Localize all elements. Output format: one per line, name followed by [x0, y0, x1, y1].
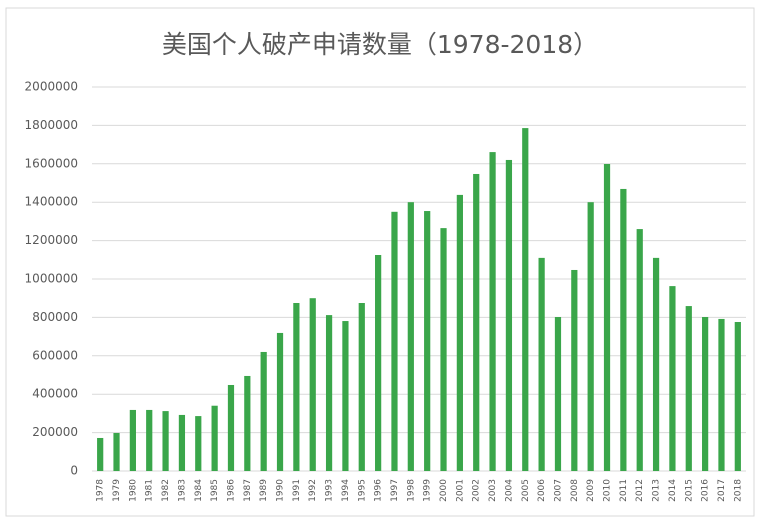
x-tick-label: 1985: [210, 479, 220, 502]
x-tick-label: 1987: [243, 479, 253, 502]
y-tick-label: 1600000: [25, 156, 78, 170]
bar: [375, 255, 382, 471]
bar: [195, 416, 202, 471]
x-tick-label: 2006: [537, 479, 547, 502]
x-tick-label: 2017: [717, 479, 727, 502]
bar: [702, 317, 709, 471]
x-tick-label: 1984: [194, 479, 204, 502]
x-tick-label: 1997: [390, 479, 400, 502]
bar: [456, 194, 463, 472]
y-tick-label: 400000: [32, 387, 78, 401]
x-tick-label: 2004: [504, 479, 514, 502]
bar: [211, 405, 218, 471]
y-tick-label: 1400000: [25, 195, 78, 209]
bar: [734, 322, 741, 471]
bar: [620, 188, 627, 471]
x-tick-label: 2002: [472, 479, 482, 502]
bar: [309, 298, 316, 471]
y-tick-label: 1000000: [25, 272, 78, 286]
bar: [718, 318, 725, 471]
x-tick-label: 2000: [439, 479, 449, 502]
bar: [554, 317, 562, 471]
x-tick-label: 2014: [668, 479, 678, 502]
y-tick-label: 800000: [32, 310, 78, 324]
bar: [603, 163, 611, 471]
bar: [489, 152, 496, 471]
bar: [505, 159, 513, 471]
x-tick-label: 1980: [128, 479, 138, 502]
bar: [538, 257, 545, 471]
x-tick-label: 2009: [586, 479, 596, 502]
x-tick-label: 1989: [259, 479, 269, 502]
bar: [146, 409, 153, 471]
x-tick-label: 1998: [406, 479, 416, 502]
y-tick-label: 1200000: [25, 233, 78, 247]
x-tick-label: 1999: [423, 479, 433, 502]
x-tick-label: 2010: [603, 479, 613, 502]
x-tick-label: 1979: [112, 479, 122, 502]
bar: [407, 202, 414, 471]
x-tick-label: 1990: [276, 479, 286, 502]
x-tick-label: 2012: [635, 479, 645, 502]
x-tick-label: 2013: [652, 479, 662, 502]
x-tick-label: 1991: [292, 479, 302, 502]
bar: [358, 303, 365, 471]
bar: [162, 411, 169, 471]
bar: [293, 303, 300, 471]
bar: [669, 286, 676, 471]
x-tick-label: 1978: [96, 479, 106, 502]
y-tick-label: 0: [70, 464, 78, 478]
y-tick-label: 200000: [32, 425, 78, 439]
y-tick-label: 1800000: [25, 118, 78, 132]
x-tick-label: 1994: [341, 479, 351, 502]
bar: [227, 384, 235, 471]
bar: [260, 351, 267, 471]
x-tick-label: 2011: [619, 479, 629, 502]
bar: [178, 414, 186, 471]
bar: [276, 332, 284, 471]
bar: [129, 409, 136, 471]
x-tick-label: 2003: [488, 479, 498, 502]
bar: [587, 202, 594, 471]
bar: [113, 432, 120, 471]
x-tick-label: 2007: [553, 479, 563, 502]
x-tick-label: 2015: [684, 479, 694, 502]
x-tick-label: 2016: [701, 479, 711, 502]
bar: [325, 315, 333, 471]
bar: [522, 128, 529, 471]
x-tick-label: 1992: [308, 479, 318, 502]
x-tick-label: 2005: [521, 479, 531, 502]
bar: [391, 211, 398, 472]
x-tick-label: 1993: [325, 479, 335, 502]
x-tick-label: 2018: [733, 479, 743, 502]
x-tick-label: 1996: [374, 479, 384, 502]
x-tick-label: 1986: [226, 479, 236, 502]
bar: [97, 437, 104, 471]
x-tick-label: 1995: [357, 479, 367, 502]
x-tick-label: 1983: [177, 479, 187, 502]
x-tick-label: 2001: [455, 479, 465, 502]
bar: [424, 211, 431, 472]
bar: [685, 306, 692, 471]
bar: [571, 269, 578, 471]
bar: [342, 321, 349, 471]
bar: [636, 229, 643, 471]
bar: [652, 257, 660, 471]
bar: [440, 228, 447, 471]
x-tick-label: 2008: [570, 479, 580, 502]
bar: [244, 375, 251, 471]
chart-title: 美国个人破产申请数量（1978-2018）: [162, 30, 598, 59]
bar: [473, 173, 480, 471]
y-tick-label: 600000: [32, 348, 78, 362]
x-tick-label: 1981: [145, 479, 155, 502]
y-tick-label: 2000000: [25, 80, 78, 94]
x-tick-label: 1982: [161, 479, 171, 502]
